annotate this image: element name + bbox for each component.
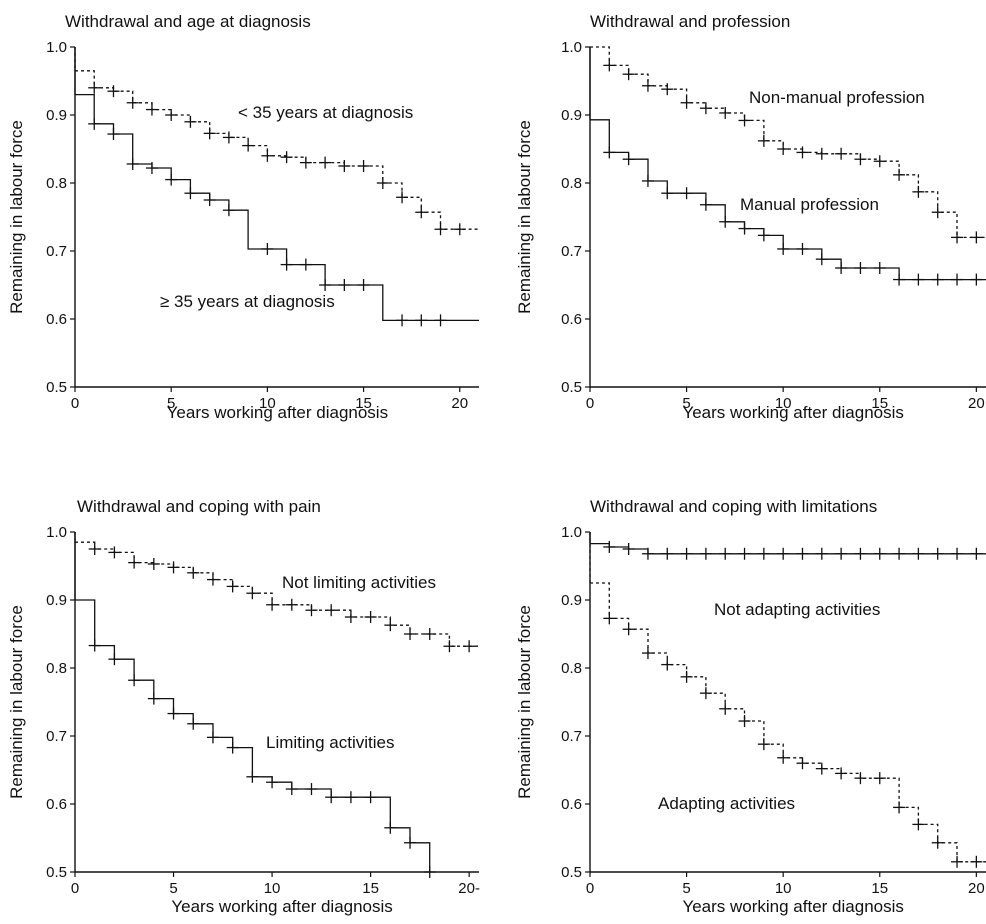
y-tick-label: 0.5 <box>561 864 582 881</box>
series-label: Non-manual profession <box>749 88 925 107</box>
y-tick-label: 0.7 <box>46 243 67 260</box>
y-axis-label: Remaining in labour force <box>7 120 26 314</box>
chart-coping-with-pain: Withdrawal and coping with pain 0.5 0.6 0.… <box>0 462 493 924</box>
x-tick-label: 20 <box>968 395 985 412</box>
y-tick-label: 0.9 <box>46 107 67 124</box>
y-tick-label: 0.8 <box>46 175 67 192</box>
series-label: Adapting activities <box>658 794 795 813</box>
y-tick-label: 0.8 <box>46 660 67 677</box>
x-tick-label: 5 <box>167 395 175 412</box>
x-tick-label: 20 <box>451 395 468 412</box>
y-tick-label: 0.5 <box>561 379 582 396</box>
y-tick-label: 0.7 <box>46 728 67 745</box>
y-tick-label: 0.7 <box>561 243 582 260</box>
y-tick-label: 0.8 <box>561 175 582 192</box>
series-label: Limiting activities <box>266 733 395 752</box>
chart-age-at-diagnosis: Withdrawal and age at diagnosis 0.5 0.6 0.… <box>0 0 493 462</box>
chart-title: Withdrawal and coping with pain <box>77 497 321 516</box>
series-label: Manual profession <box>740 195 879 214</box>
y-axis-label: Remaining in labour force <box>515 605 534 799</box>
x-tick-label: 15 <box>355 395 372 412</box>
x-tick-label: 0 <box>586 880 594 897</box>
y-tick-label: 0.6 <box>46 796 67 813</box>
y-tick-label: 1.0 <box>46 39 67 56</box>
chart-title: Withdrawal and coping with limitations <box>590 497 878 516</box>
x-tick-label: 20- <box>458 880 480 897</box>
chart-profession: Withdrawal and profession 0.5 0.6 0.7 0.8 0.… <box>493 0 986 462</box>
series-line-age-1 <box>75 70 479 230</box>
y-tick-label: 0.9 <box>561 592 582 609</box>
x-tick-label: 5 <box>169 880 177 897</box>
x-tick-label: 10 <box>264 880 281 897</box>
y-tick-label: 0.6 <box>46 311 67 328</box>
y-axis-label: Remaining in labour force <box>7 605 26 799</box>
series-label: ≥ 35 years at diagnosis <box>160 292 335 311</box>
series-line-age-2 <box>75 93 479 322</box>
x-tick-label: 5 <box>682 395 690 412</box>
y-tick-label: 0.5 <box>46 379 67 396</box>
series-line-profession-1 <box>590 46 986 239</box>
chart-title: Withdrawal and profession <box>590 12 791 31</box>
y-tick-label: 0.9 <box>46 592 67 609</box>
x-tick-label: 10 <box>259 395 276 412</box>
y-tick-label: 0.6 <box>561 796 582 813</box>
x-tick-label: 15 <box>871 395 888 412</box>
series-line-pain-2 <box>75 599 431 872</box>
y-tick-label: 1.0 <box>46 524 67 541</box>
y-tick-label: 1.0 <box>561 524 582 541</box>
y-tick-label: 0.7 <box>561 728 582 745</box>
series-label: Not limiting activities <box>282 573 436 592</box>
series-line-pain-1 <box>75 541 479 647</box>
x-tick-label: 15 <box>871 880 888 897</box>
y-tick-label: 0.5 <box>46 864 67 881</box>
x-tick-label: 10 <box>775 880 792 897</box>
x-axis-label: Years working after diagnosis <box>682 897 903 916</box>
x-tick-label: 5 <box>682 880 690 897</box>
chart-title: Withdrawal and age at diagnosis <box>65 12 311 31</box>
x-axis-label: Years working after diagnosis <box>167 403 388 422</box>
series-line-limitations-2 <box>590 582 986 863</box>
series-label: < 35 years at diagnosis <box>238 103 413 122</box>
y-tick-label: 1.0 <box>561 39 582 56</box>
y-tick-label: 0.8 <box>561 660 582 677</box>
series-line-limitations-1 <box>590 542 986 555</box>
chart-plot: 0.5 0.6 0.7 0.8 0.9 1.0 0 5 10 15 20 Years working … <box>515 524 986 916</box>
chart-coping-with-limitations: Withdrawal and coping with limitations 0… <box>493 462 986 924</box>
x-tick-label: 15 <box>362 880 379 897</box>
chart-plot: 0.5 0.6 0.7 0.8 0.9 1.0 0 5 10 15 20- Years working… <box>7 524 480 916</box>
x-axis-label: Years working after diagnosis <box>171 897 392 916</box>
x-tick-label: 0 <box>586 395 594 412</box>
x-tick-label: 10 <box>775 395 792 412</box>
chart-plot: 0.5 0.6 0.7 0.8 0.9 1.0 0 5 10 15 20 Years working … <box>515 39 986 422</box>
x-tick-label: 20 <box>968 880 985 897</box>
x-tick-label: 0 <box>71 395 79 412</box>
chart-plot: 0.5 0.6 0.7 0.8 0.9 1.0 0 5 10 15 20 Years working … <box>7 39 479 422</box>
y-tick-label: 0.6 <box>561 311 582 328</box>
x-tick-label: 0 <box>71 880 79 897</box>
y-tick-label: 0.9 <box>561 107 582 124</box>
x-axis-label: Years working after diagnosis <box>682 403 903 422</box>
y-axis-label: Remaining in labour force <box>515 120 534 314</box>
series-label: Not adapting activities <box>714 600 880 619</box>
